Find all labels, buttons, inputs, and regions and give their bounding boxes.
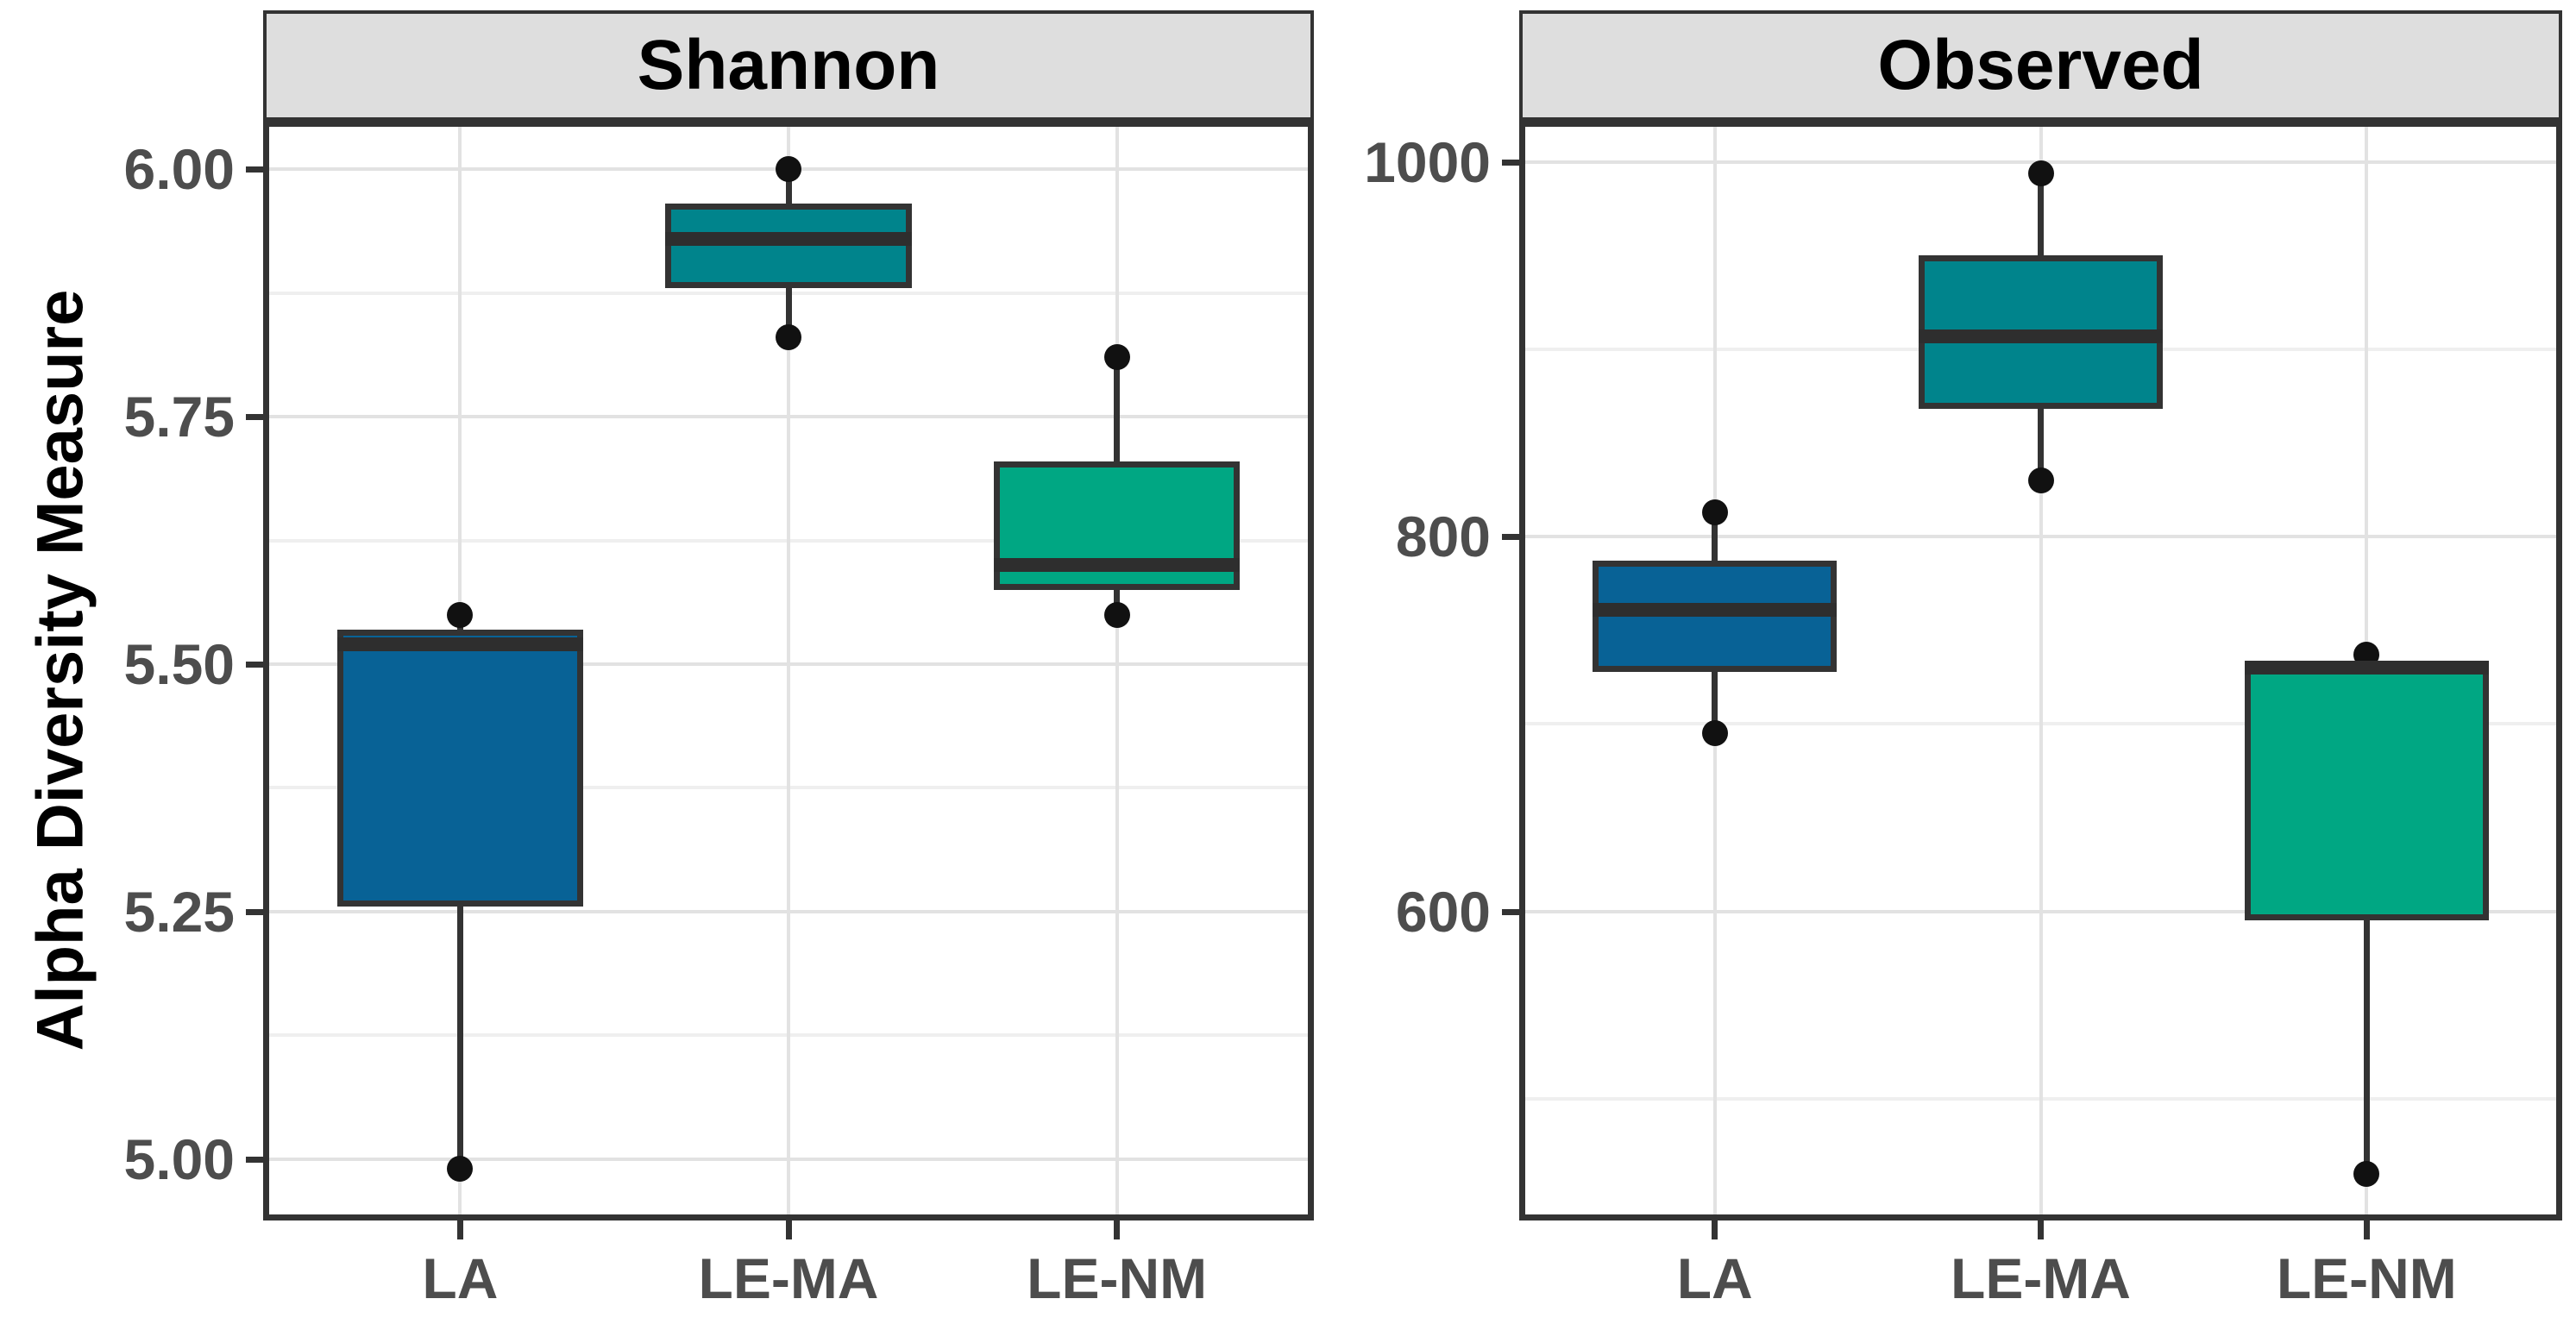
gridline-category — [787, 121, 790, 1220]
data-point — [776, 324, 801, 351]
y-tick-mark — [1502, 534, 1519, 541]
x-tick-mark — [2363, 1220, 2370, 1239]
facet-strip-observed: Observed — [1519, 10, 2562, 121]
y-tick-mark — [246, 1156, 263, 1163]
median-line — [665, 231, 912, 246]
x-tick-mark — [2038, 1220, 2044, 1239]
data-point — [1103, 601, 1130, 628]
x-tick-label: LA — [422, 1246, 499, 1310]
x-tick-label: LA — [1676, 1246, 1753, 1310]
y-tick-label: 5.75 — [123, 385, 235, 449]
data-point — [447, 1156, 474, 1183]
y-tick-label: 600 — [1395, 879, 1491, 944]
y-tick-mark — [1502, 159, 1519, 166]
median-line — [1918, 329, 2164, 343]
box-le-ma — [665, 204, 912, 288]
x-tick-label: LE-NM — [2276, 1246, 2457, 1310]
x-tick-label: LE-MA — [698, 1246, 879, 1310]
median-line — [336, 637, 584, 652]
y-tick-mark — [246, 166, 263, 173]
median-line — [1593, 602, 1838, 617]
y-tick-label: 5.00 — [123, 1126, 235, 1191]
y-tick-label: 5.25 — [123, 879, 235, 944]
data-point — [2027, 467, 2054, 494]
data-point — [447, 601, 474, 628]
y-tick-mark — [246, 662, 263, 668]
x-tick-label: LE-MA — [1951, 1246, 2131, 1310]
y-tick-mark — [1502, 908, 1519, 915]
x-tick-mark — [1712, 1220, 1718, 1239]
y-tick-label: 5.50 — [123, 632, 235, 697]
y-tick-label: 6.00 — [123, 137, 235, 202]
facet-strip-label: Observed — [1877, 26, 2204, 104]
x-tick-mark — [456, 1220, 463, 1239]
facet-strip-label: Shannon — [637, 26, 940, 104]
panel-shannon — [263, 121, 1314, 1220]
data-point — [2027, 160, 2054, 186]
facet-strip-shannon: Shannon — [263, 10, 1314, 121]
median-line — [2244, 661, 2489, 675]
x-tick-mark — [1114, 1220, 1121, 1239]
median-line — [993, 558, 1241, 573]
box-le-nm — [2244, 660, 2489, 921]
gridline-category — [1115, 121, 1119, 1220]
box-la — [336, 629, 584, 907]
data-point — [1103, 344, 1130, 371]
y-tick-mark — [246, 414, 263, 421]
data-point — [2353, 1160, 2380, 1187]
panel-observed — [1519, 121, 2562, 1220]
y-tick-mark — [246, 908, 263, 915]
data-point — [776, 156, 801, 183]
data-point — [1701, 499, 1728, 525]
x-tick-label: LE-NM — [1027, 1246, 1208, 1310]
y-tick-label: 1000 — [1364, 129, 1491, 194]
x-tick-mark — [785, 1220, 792, 1239]
y-tick-label: 800 — [1395, 505, 1491, 569]
data-point — [1701, 720, 1728, 747]
gridline-category — [2039, 121, 2043, 1220]
